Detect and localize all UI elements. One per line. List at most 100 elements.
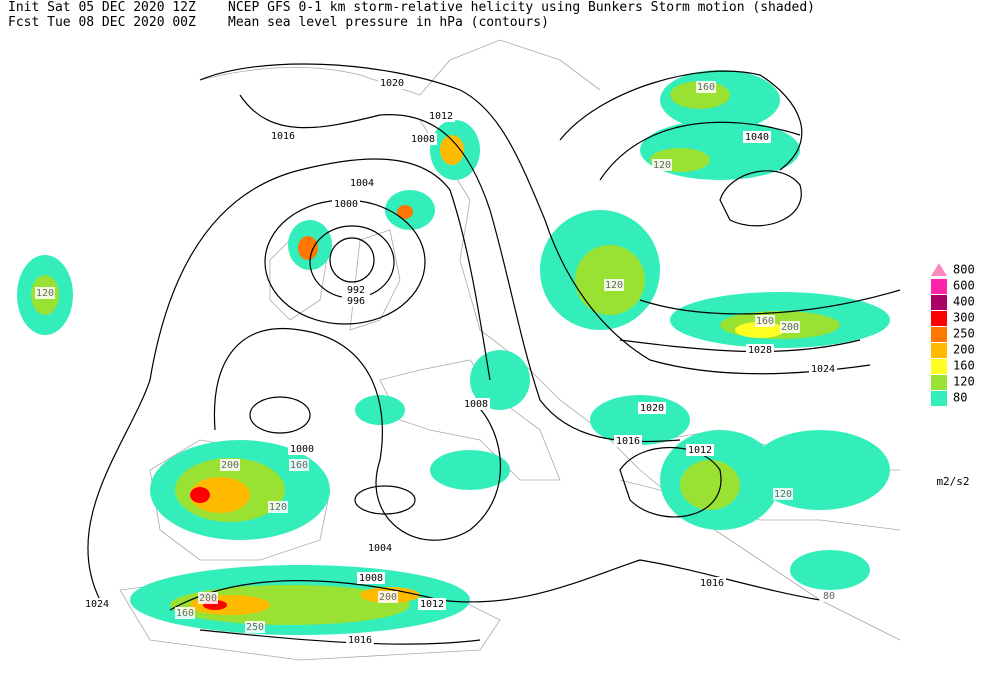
- helicity-label: 200: [379, 592, 397, 603]
- label-box: [342, 284, 370, 296]
- product-title: NCEP GFS 0-1 km storm-relative helicity …: [228, 0, 815, 15]
- isobar-label: 1016: [271, 131, 295, 142]
- isobar-label: 1040: [745, 132, 769, 143]
- label-box: [269, 130, 297, 142]
- isobar-label: 1024: [811, 364, 835, 375]
- label-box: [35, 287, 55, 299]
- helicity-area: [440, 135, 464, 165]
- isobar-label: 1016: [348, 635, 372, 646]
- label-box: [220, 459, 240, 471]
- legend-label: 600: [953, 279, 975, 293]
- helicity-area: [397, 205, 413, 219]
- legend-swatch: [931, 327, 947, 342]
- legend-label: 300: [953, 311, 975, 325]
- isobar-label: 1008: [359, 573, 383, 584]
- legend-swatch: [931, 375, 947, 390]
- label-box: [755, 315, 775, 327]
- label-box: [698, 577, 726, 589]
- helicity-label: 160: [290, 460, 308, 471]
- isobar-label: 996: [347, 296, 365, 307]
- isobar-label: 1024: [85, 599, 109, 610]
- label-box: [614, 435, 642, 447]
- helicity-area: [298, 236, 318, 260]
- label-box: [366, 542, 394, 554]
- helicity-label: 120: [605, 280, 623, 291]
- label-box: [245, 621, 265, 633]
- legend-swatch: [931, 263, 947, 276]
- label-box: [743, 131, 771, 143]
- isobar-label: 1000: [290, 444, 314, 455]
- legend-label: 800: [953, 263, 975, 277]
- label-box: [746, 344, 774, 356]
- helicity-label: 160: [756, 316, 774, 327]
- label-box: [773, 488, 793, 500]
- isobar-label: 1004: [350, 178, 374, 189]
- helicity-label: 120: [36, 288, 54, 299]
- legend-label: 120: [953, 375, 975, 389]
- header: Init Sat 05 DEC 2020 12Z NCEP GFS 0-1 km…: [8, 0, 815, 30]
- label-box: [638, 402, 666, 414]
- legend-swatch: [931, 311, 947, 326]
- legend-swatch: [931, 391, 947, 406]
- label-box: [652, 159, 672, 171]
- isobar-label: 1000: [334, 199, 358, 210]
- label-box: [378, 591, 398, 603]
- legend-label: 400: [953, 295, 975, 309]
- legend-label: 200: [953, 343, 975, 357]
- label-box: [378, 77, 406, 89]
- forecast-time: Fcst Tue 08 DEC 2020 00Z: [8, 15, 196, 30]
- helicity-area: [750, 430, 890, 510]
- label-box: [819, 590, 839, 602]
- helicity-area: [190, 487, 210, 503]
- label-box: [604, 279, 624, 291]
- helicity-area: [790, 550, 870, 590]
- isobar-label: 1004: [368, 543, 392, 554]
- legend-label: 160: [953, 359, 975, 373]
- label-box: [289, 459, 309, 471]
- label-box: [357, 572, 385, 584]
- legend-swatch: [931, 279, 947, 294]
- isobar-label: 1016: [700, 578, 724, 589]
- isobar-label: 1028: [748, 345, 772, 356]
- helicity-area: [430, 450, 510, 490]
- legend: m2/s2 800 600 400 300 250 200 160 120 80: [931, 263, 975, 488]
- helicity-area: [470, 350, 530, 410]
- label-box: [342, 295, 370, 307]
- isobar-label: 1020: [640, 403, 664, 414]
- helicity-label: 120: [774, 489, 792, 500]
- isobar-label: 1012: [420, 599, 444, 610]
- legend-label: 80: [953, 391, 967, 405]
- contour-title: Mean sea level pressure in hPa (contours…: [228, 15, 549, 30]
- label-box: [696, 81, 716, 93]
- isobar-label: 1012: [429, 111, 453, 122]
- helicity-label: 200: [781, 322, 799, 333]
- legend-swatch: [931, 359, 947, 374]
- isobar-label: 1008: [464, 399, 488, 410]
- helicity-label: 80: [823, 591, 835, 602]
- helicity-label: 200: [199, 593, 217, 604]
- label-box: [418, 598, 446, 610]
- helicity-label: 160: [697, 82, 715, 93]
- label-box: [409, 133, 437, 145]
- helicity-label: 160: [176, 608, 194, 619]
- label-box: [83, 598, 111, 610]
- label-box: [780, 321, 800, 333]
- helicity-label: 250: [246, 622, 264, 633]
- isobar-label: 1008: [411, 134, 435, 145]
- label-box: [346, 634, 374, 646]
- label-box: [288, 443, 316, 455]
- isobar-label: 1016: [616, 436, 640, 447]
- label-box: [348, 177, 376, 189]
- label-box: [198, 592, 218, 604]
- isobar-label: 1012: [688, 445, 712, 456]
- legend-swatch: [931, 343, 947, 358]
- helicity-label: 120: [269, 502, 287, 513]
- legend-swatch: [931, 295, 947, 310]
- helicity-area: [190, 477, 250, 513]
- legend-label: 250: [953, 327, 975, 341]
- helicity-area: [680, 460, 740, 510]
- label-box: [427, 110, 455, 122]
